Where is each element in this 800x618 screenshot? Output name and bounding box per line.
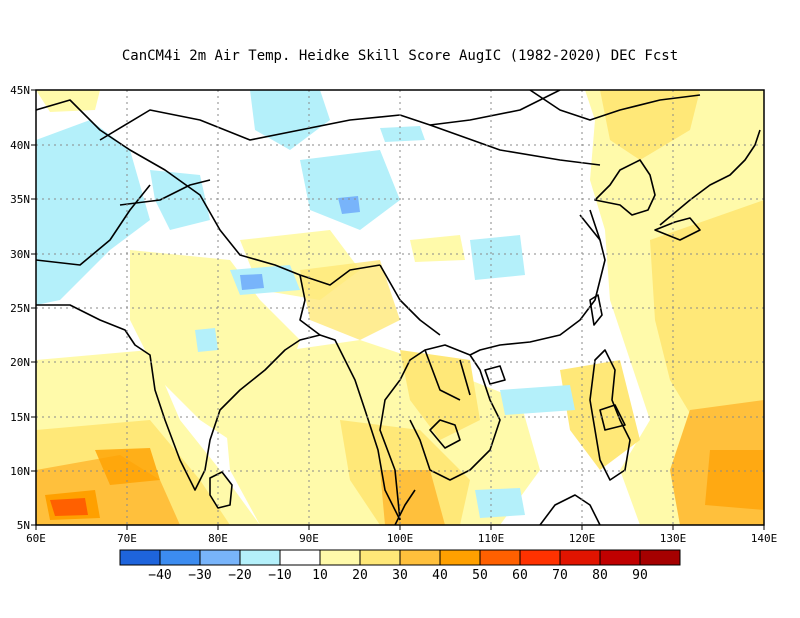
lon-label: 70E xyxy=(117,532,137,545)
colorbar-label: 70 xyxy=(552,568,568,583)
lon-label: 140E xyxy=(751,532,778,545)
colorbar-label: −10 xyxy=(268,568,291,583)
colorbar-swatch xyxy=(239,549,281,566)
lat-labels: 5N 10N 15N 20N 25N 30N 35N 40N 45N xyxy=(10,84,30,532)
colorbar-swatch xyxy=(119,549,161,566)
colorbar-label: 80 xyxy=(592,568,608,583)
lat-label: 45N xyxy=(10,84,30,97)
colorbar: −40 −30 −20 −10 10 20 30 40 50 60 70 80 90 xyxy=(119,549,681,583)
colorbar-swatch xyxy=(519,549,561,566)
lat-label: 30N xyxy=(10,248,30,261)
colorbar-label: 40 xyxy=(432,568,448,583)
lon-label: 120E xyxy=(569,532,596,545)
colorbar-swatch xyxy=(399,549,441,566)
lat-label: 40N xyxy=(10,139,30,152)
colorbar-label: 10 xyxy=(312,568,328,583)
lon-label: 100E xyxy=(387,532,414,545)
colorbar-label: 50 xyxy=(472,568,488,583)
lat-label: 25N xyxy=(10,302,30,315)
colorbar-label: −30 xyxy=(188,568,211,583)
colorbar-swatch xyxy=(479,549,521,566)
lon-labels: 60E 70E 80E 90E 100E 110E 120E 130E 140E xyxy=(26,532,777,545)
colorbar-label: 60 xyxy=(512,568,528,583)
map-title: CanCM4i 2m Air Temp. Heidke Skill Score … xyxy=(121,48,679,64)
colorbar-label: −40 xyxy=(148,568,171,583)
graticule xyxy=(36,90,764,525)
colorbar-swatch xyxy=(639,549,681,566)
lon-label: 110E xyxy=(478,532,505,545)
lon-label: 80E xyxy=(208,532,228,545)
tick-marks xyxy=(31,89,765,530)
skill-shading xyxy=(36,90,764,525)
colorbar-swatch xyxy=(319,549,361,566)
lat-label: 15N xyxy=(10,411,30,424)
colorbar-label: 20 xyxy=(352,568,368,583)
colorbar-swatch xyxy=(359,549,401,566)
lat-label: 35N xyxy=(10,193,30,206)
colorbar-swatch xyxy=(559,549,601,566)
colorbar-label: −20 xyxy=(228,568,251,583)
lat-label: 20N xyxy=(10,356,30,369)
lon-label: 60E xyxy=(26,532,46,545)
lat-label: 10N xyxy=(10,465,30,478)
colorbar-swatch xyxy=(279,549,321,566)
colorbar-swatch xyxy=(599,549,641,566)
colorbar-swatch xyxy=(199,549,241,566)
colorbar-label: 90 xyxy=(632,568,648,583)
colorbar-label: 30 xyxy=(392,568,408,583)
colorbar-swatch xyxy=(439,549,481,566)
lon-label: 130E xyxy=(660,532,687,545)
lat-label: 5N xyxy=(17,519,30,532)
colorbar-swatch xyxy=(159,549,201,566)
lon-label: 90E xyxy=(299,532,319,545)
